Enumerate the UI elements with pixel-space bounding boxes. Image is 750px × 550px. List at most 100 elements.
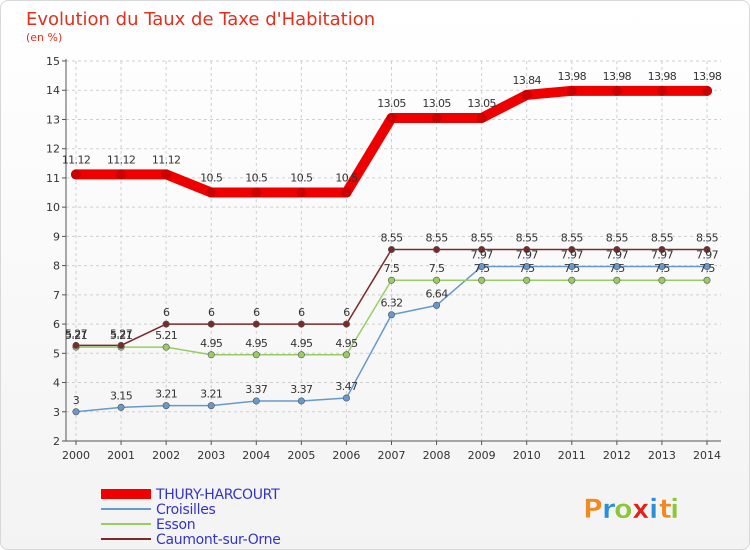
data-point — [703, 276, 711, 284]
data-point — [613, 246, 621, 254]
data-point — [523, 276, 531, 284]
data-point — [658, 262, 666, 270]
data-point — [431, 113, 442, 123]
data-point — [476, 113, 487, 123]
y-tick-label: 14 — [46, 84, 60, 97]
data-point — [72, 408, 80, 416]
data-point — [433, 276, 441, 284]
data-point — [117, 403, 125, 411]
data-point — [342, 394, 350, 402]
x-tick-label: 2004 — [242, 449, 270, 462]
data-point — [162, 343, 170, 351]
data-label: 6.64 — [426, 287, 449, 300]
data-point — [611, 85, 622, 96]
data-point — [658, 246, 666, 254]
legend-label: THURY-HARCOURT — [155, 487, 280, 503]
data-label: 13.98 — [603, 70, 632, 83]
data-label: 7.5 — [564, 262, 580, 275]
x-tick-label: 2001 — [107, 449, 135, 462]
data-point — [702, 85, 712, 96]
data-point — [386, 113, 397, 123]
data-point — [613, 262, 621, 270]
data-label: 3.21 — [200, 388, 222, 401]
data-label: 6.32 — [380, 297, 402, 310]
chart-subtitle: (en %) — [26, 31, 62, 44]
logo-letter: t — [659, 494, 672, 525]
data-label: 8.55 — [426, 232, 449, 245]
data-point — [297, 320, 305, 328]
data-point — [478, 262, 486, 270]
data-label: 6 — [343, 306, 350, 319]
data-point — [71, 169, 81, 180]
data-label: 6 — [163, 306, 170, 319]
x-tick-label: 2009 — [468, 449, 496, 462]
legend-label: Esson — [156, 517, 195, 533]
legend-label: Croisilles — [156, 502, 216, 518]
data-label: 10.5 — [290, 172, 313, 185]
x-tick-label: 2013 — [648, 449, 676, 462]
data-point — [342, 351, 350, 359]
series-caumont-sur-orne — [72, 246, 711, 349]
data-label: 3.21 — [155, 388, 177, 401]
data-point — [251, 187, 262, 198]
data-label: 8.55 — [380, 232, 403, 245]
data-point — [161, 169, 172, 180]
series-esson — [72, 276, 711, 359]
data-labels: 3 3.15 3.21 3.21 3.37 3.37 3.47 6.32 6.64 7.97 7.9… — [62, 70, 723, 407]
y-tick-label: 4 — [53, 377, 60, 390]
data-label: 7.97 — [471, 248, 494, 261]
data-point — [252, 397, 260, 405]
data-label: 13.05 — [422, 97, 451, 110]
data-label: 3.37 — [245, 383, 268, 396]
data-label: 11.12 — [62, 153, 91, 166]
logo-letter: P — [583, 494, 603, 525]
data-point — [433, 246, 441, 254]
data-label: 13.84 — [512, 74, 541, 87]
data-point — [433, 301, 441, 309]
x-tick-label: 2002 — [152, 449, 180, 462]
data-label: 7.97 — [696, 248, 719, 261]
data-point — [656, 85, 667, 96]
data-label: 8.55 — [651, 232, 674, 245]
data-label: 3.15 — [110, 389, 133, 402]
data-label: 5.27 — [110, 327, 133, 340]
data-label: 3.47 — [335, 380, 358, 393]
data-point — [523, 246, 531, 254]
data-point — [478, 246, 486, 254]
data-label: 8.55 — [561, 232, 584, 245]
data-point — [162, 402, 170, 410]
data-label: 7.5 — [654, 262, 670, 275]
y-tick-label: 3 — [53, 406, 60, 419]
logo-letter: r — [602, 494, 616, 525]
data-point — [566, 85, 577, 96]
y-tick-label: 12 — [46, 143, 60, 156]
data-label: 11.12 — [107, 153, 136, 166]
data-label: 13.98 — [648, 70, 677, 83]
legend-label: Caumont-sur-Orne — [156, 532, 281, 548]
x-tick-label: 2006 — [332, 449, 360, 462]
x-tick-label: 2003 — [197, 449, 225, 462]
logo-letter: x — [632, 494, 649, 525]
data-point — [568, 262, 576, 270]
data-label: 13.05 — [467, 97, 496, 110]
x-tick-label: 2014 — [693, 449, 721, 462]
data-point — [342, 320, 350, 328]
data-point — [207, 320, 215, 328]
chart-title: Evolution du Taux de Taxe d'Habitation — [26, 9, 375, 30]
data-point — [387, 276, 395, 284]
series-layer — [71, 85, 712, 416]
data-label: 4.95 — [245, 337, 268, 350]
data-label: 7.97 — [561, 248, 584, 261]
data-point — [523, 262, 531, 270]
data-label: 7.5 — [519, 262, 535, 275]
x-tick-label: 2012 — [603, 449, 631, 462]
data-point — [72, 341, 80, 349]
y-tick-label: 9 — [53, 230, 60, 243]
data-point — [568, 276, 576, 284]
data-label: 6 — [298, 306, 305, 319]
data-label: 3 — [73, 394, 80, 407]
data-point — [568, 246, 576, 254]
